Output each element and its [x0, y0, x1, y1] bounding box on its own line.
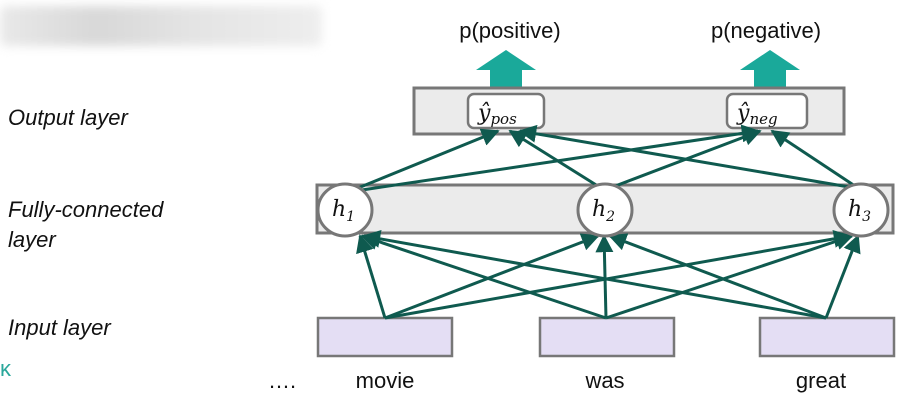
hidden-label-h2: h2 [592, 197, 615, 225]
hidden-node-h3 [832, 182, 890, 238]
edge-h2-pos [508, 129, 602, 190]
output-symbol-neg: ŷneg [736, 101, 778, 128]
corner-mark: κ [0, 356, 11, 381]
edge-h3-neg [770, 129, 859, 190]
input-word-great: great [795, 368, 847, 393]
edge-was-h2 [595, 234, 614, 319]
edge-great-h1 [362, 229, 827, 320]
output-node-neg [725, 92, 809, 130]
hidden-label-h3: h3 [848, 197, 871, 225]
edge-was-h1 [360, 232, 607, 320]
edge-h1-neg [361, 124, 760, 192]
fully-connected-label-line2: layer [8, 227, 56, 252]
hidden-node-h2 [576, 182, 634, 238]
edge-great-h3 [824, 234, 861, 319]
prob-positive: p(positive) [459, 18, 561, 43]
blurred-title [0, 6, 322, 46]
output-node-pos [466, 92, 546, 130]
output-symbol-pos: ŷpos [477, 101, 517, 128]
edge-movie-h3 [384, 229, 852, 320]
hidden-node-h1 [316, 182, 374, 238]
input-box-was [538, 316, 676, 358]
input-box-great [758, 316, 896, 358]
edge-great-h2 [608, 233, 827, 320]
edge-was-h3 [605, 232, 854, 320]
prob-negative: p(negative) [710, 18, 822, 43]
input-ellipsis: …. [268, 368, 297, 393]
output-arrow-pos [476, 50, 536, 88]
edge-movie-h2 [384, 233, 600, 320]
edge-h1-pos [357, 128, 500, 190]
fully-connected-label-line1: Fully-connected [8, 197, 164, 222]
edge-movie-h1 [356, 234, 387, 319]
hidden-label-h1: h1 [332, 197, 355, 225]
input-word-was: was [585, 368, 625, 393]
input-word-movie: movie [355, 368, 415, 393]
input-layer-label: Input layer [8, 315, 111, 340]
output-layer-label: Output layer [8, 105, 128, 130]
input-box-movie [316, 316, 454, 358]
output-arrow-neg [740, 50, 800, 88]
edge-h3-pos [518, 124, 856, 190]
